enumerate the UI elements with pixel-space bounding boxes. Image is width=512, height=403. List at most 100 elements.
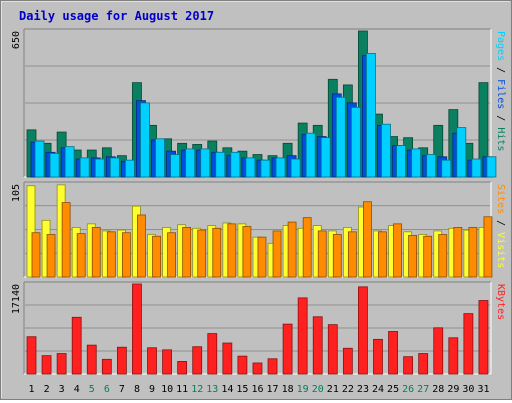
bar-kbytes [147,347,157,375]
bar-kbytes [26,336,37,375]
bar-sites [438,234,448,278]
bar-pages [486,156,497,178]
legend-entry: / [495,109,506,127]
bar-pages [411,148,422,178]
bar-kbytes [56,353,67,375]
legend-kbytes: KBytes [495,284,506,320]
x-tick-label: 8 [134,384,140,395]
bar-pages [290,158,301,178]
bar-kbytes [252,362,263,375]
bar-sites [212,227,222,278]
bar-pages [381,123,391,178]
bar-pages [215,151,226,178]
legend-entry: Visits [495,232,506,268]
bar-pages [441,159,452,178]
bar-pages [335,96,346,178]
x-tick-label: 11 [176,384,188,395]
x-tick-label: 1 [29,384,35,395]
x-tick-label: 10 [161,384,173,395]
x-tick-label: 18 [282,384,294,395]
ymax-label-hits: 650 [11,31,22,49]
bar-sites [332,234,342,278]
x-tick-label: 13 [206,384,218,395]
bar-pages [320,137,331,178]
bar-sites [378,231,387,278]
bar-kbytes [297,297,308,375]
bar-sites [453,226,463,278]
bar-pages [124,159,135,178]
x-tick-label: 19 [297,384,309,395]
x-tick-label: 24 [372,384,384,395]
bar-kbytes [433,327,444,375]
x-tick-label: 4 [74,384,80,395]
bar-sites [302,217,312,278]
bar-pages [426,154,437,178]
panel-kbytes: 17140 KBytes [11,281,506,375]
bar-kbytes [342,347,353,375]
bar-sites [347,231,357,278]
bar-pages [200,148,211,178]
panel-hits: 650 Pages / Files / Hits [11,28,506,178]
bar-pages [275,157,286,178]
legend-visits: Sites / Visits [495,184,506,268]
bar-visits [26,185,36,278]
x-tick-label: 2 [44,384,50,395]
panel-visits: 105 Sites / Visits [11,181,506,278]
x-tick-label: 27 [417,384,429,395]
bar-sites [91,226,101,278]
bar-pages [140,102,150,178]
legend-entry: / [495,214,506,232]
x-tick-label: 12 [191,384,203,395]
bar-kbytes [116,346,127,375]
bar-sites [242,226,252,278]
bar-sites [317,230,327,278]
legend-entry: Pages [495,31,506,61]
legend-entry: KBytes [495,284,506,320]
bar-pages [305,132,316,178]
x-tick-label: 22 [342,384,354,395]
ymax-label-visits: 105 [11,184,22,202]
bar-sites [61,202,71,278]
bar-sites [257,236,267,278]
x-tick-label: 25 [387,384,399,395]
bar-sites [137,214,146,278]
bar-pages [260,159,271,178]
x-tick-label: 6 [104,384,110,395]
bar-kbytes [358,286,368,375]
bar-sites [76,233,86,278]
bar-pages [79,157,90,178]
bar-kbytes [312,316,323,375]
bar-sites [197,229,207,278]
bar-sites [363,201,372,278]
legend-entry: / [495,61,506,79]
x-tick-label: 21 [327,384,339,395]
bar-pages [34,140,45,178]
bar-sites [393,223,402,278]
x-tick-label: 3 [59,384,65,395]
bar-kbytes [177,360,188,375]
x-tick-label: 9 [149,384,155,395]
bar-sites [167,232,176,278]
bar-sites [287,221,297,278]
bar-pages [155,138,165,178]
bar-sites [483,216,493,278]
bar-pages [396,145,406,178]
bar-sites [106,231,116,278]
bar-kbytes [282,323,293,375]
x-tick-label: 17 [267,384,279,395]
x-tick-label: 23 [357,384,369,395]
chart-title: Daily usage for August 2017 [19,9,214,23]
bar-pages [94,158,105,178]
bar-sites [182,226,192,278]
bar-sites [423,235,433,278]
legend-hits: Pages / Files / Hits [495,31,506,151]
x-tick-label: 29 [447,384,459,395]
bar-kbytes [373,338,383,375]
bar-sites [408,234,418,278]
ymax-label-kbytes: 17140 [11,284,22,314]
bar-kbytes [403,356,414,375]
x-tick-label: 15 [236,384,248,395]
bar-kbytes [41,355,52,375]
